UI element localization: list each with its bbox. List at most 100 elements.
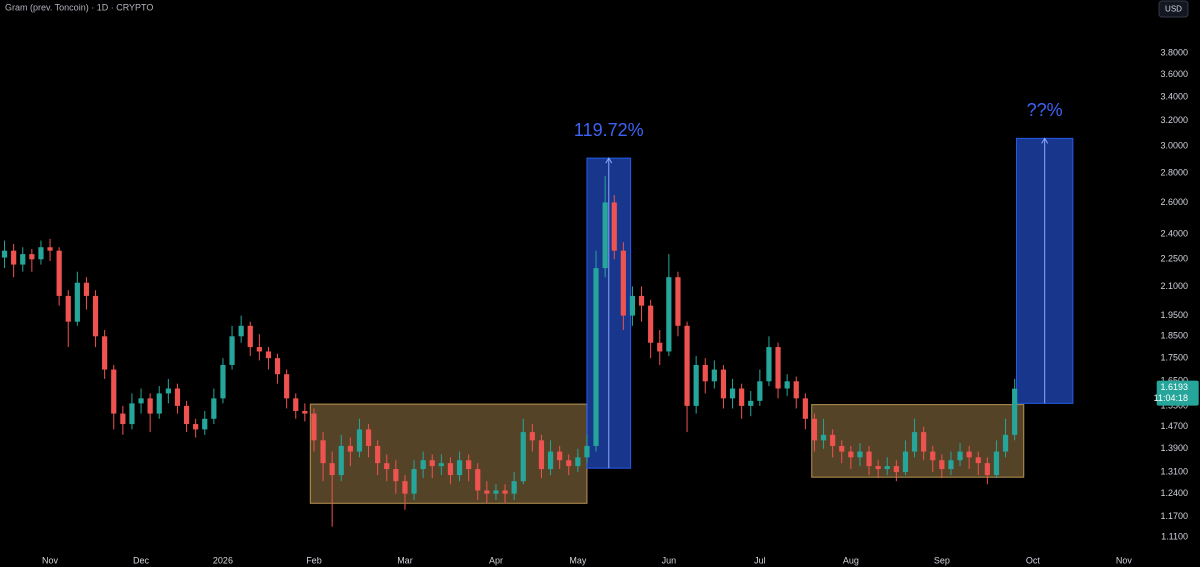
- candle-body: [666, 277, 672, 352]
- candle-body: [293, 398, 299, 411]
- candle-body: [529, 432, 535, 441]
- candle-body: [729, 388, 736, 399]
- candle-body: [993, 451, 1000, 476]
- candle-body: [948, 460, 954, 470]
- candle-body: [893, 466, 899, 473]
- measure-arrowhead: [1041, 137, 1049, 144]
- candle-body: [638, 295, 645, 306]
- y-tick-label: 1.1700: [1160, 511, 1188, 521]
- candle-body: [921, 432, 927, 452]
- candle-body: [884, 466, 890, 470]
- candle-body: [875, 466, 881, 470]
- candle-body: [111, 369, 117, 414]
- range-box: [309, 403, 588, 504]
- candle-body: [183, 405, 190, 425]
- candle-body: [202, 418, 208, 430]
- candle-body: [47, 247, 53, 251]
- y-tick-label: 3.0000: [1160, 141, 1188, 151]
- y-tick-label: 3.8000: [1160, 48, 1188, 58]
- candle-body: [138, 398, 144, 404]
- candle-body: [147, 398, 153, 414]
- candle-body: [866, 451, 872, 467]
- candle-body: [384, 463, 390, 470]
- candle-body: [220, 364, 226, 399]
- candle-body: [356, 429, 363, 452]
- candle-body: [739, 388, 745, 406]
- price-tag-value: 1.6193: [1160, 382, 1188, 392]
- candle-body: [629, 295, 636, 316]
- candle-body: [793, 381, 799, 399]
- x-tick-label: Nov: [42, 555, 59, 565]
- candle-body: [675, 277, 681, 326]
- currency-button[interactable]: [1158, 0, 1189, 18]
- measure-label: ??%: [1027, 100, 1063, 120]
- candle-body: [493, 490, 499, 494]
- y-tick-label: 2.1000: [1160, 281, 1188, 291]
- candle-body: [229, 336, 235, 365]
- candle-body: [311, 413, 317, 441]
- x-tick-label: Aug: [843, 555, 859, 565]
- candle-body: [302, 410, 308, 414]
- candle-body: [265, 351, 272, 359]
- candle-body: [338, 445, 344, 476]
- candle-body: [766, 347, 772, 382]
- candle-body: [684, 325, 690, 406]
- currency-label[interactable]: USD: [1165, 5, 1182, 14]
- candle-body: [711, 369, 717, 382]
- candle-body: [129, 403, 135, 425]
- candle-body: [329, 463, 335, 476]
- candle-body: [420, 460, 426, 470]
- candle-body: [966, 451, 972, 458]
- candle-body: [911, 432, 918, 452]
- candle-body: [174, 388, 181, 406]
- candle-body: [102, 336, 108, 370]
- candle-body: [484, 490, 490, 494]
- x-tick-label: 2026: [213, 555, 233, 565]
- y-tick-label: 1.2400: [1160, 488, 1188, 498]
- candle-body: [593, 268, 599, 446]
- candle-body: [83, 282, 90, 296]
- candle-body: [375, 445, 381, 464]
- candle-body: [902, 451, 909, 473]
- candle-body: [247, 325, 253, 348]
- candle-body: [456, 460, 463, 476]
- candle-body: [120, 413, 126, 425]
- candle-body: [820, 434, 827, 441]
- candle-body: [347, 445, 353, 452]
- candle-body: [848, 451, 854, 458]
- candle-body: [92, 295, 99, 337]
- candle-body: [720, 369, 727, 399]
- candle-body: [402, 481, 408, 494]
- candle-body: [56, 250, 62, 296]
- candle-body: [365, 429, 372, 446]
- candle-body: [429, 460, 435, 467]
- y-tick-label: 3.2000: [1160, 115, 1188, 125]
- candle-body: [193, 424, 199, 430]
- candle-body: [256, 347, 262, 352]
- measure-label: 119.72%: [574, 120, 644, 140]
- candle-body: [320, 440, 326, 464]
- candle-body: [702, 364, 708, 382]
- candle-body: [274, 358, 281, 375]
- candle-body: [502, 490, 508, 494]
- measure-arrowhead: [605, 157, 613, 164]
- candle-body: [238, 325, 244, 337]
- candle-body: [1002, 434, 1009, 452]
- price-tag: [1156, 380, 1199, 406]
- y-tick-label: 1.4700: [1160, 421, 1188, 431]
- y-tick-label: 1.9500: [1160, 310, 1188, 320]
- candle-body: [475, 469, 481, 491]
- candle-body: [802, 398, 808, 419]
- x-tick-label: Sep: [934, 555, 950, 565]
- candle-body: [748, 400, 754, 406]
- candle-body: [547, 451, 554, 470]
- candle-body: [839, 445, 845, 452]
- candle-body: [538, 440, 545, 470]
- x-tick-label: Jun: [662, 555, 677, 565]
- x-tick-label: May: [569, 555, 587, 565]
- candle-body: [857, 451, 863, 458]
- candle-body: [211, 398, 217, 419]
- candle-body: [811, 418, 818, 441]
- candle-body: [520, 432, 526, 482]
